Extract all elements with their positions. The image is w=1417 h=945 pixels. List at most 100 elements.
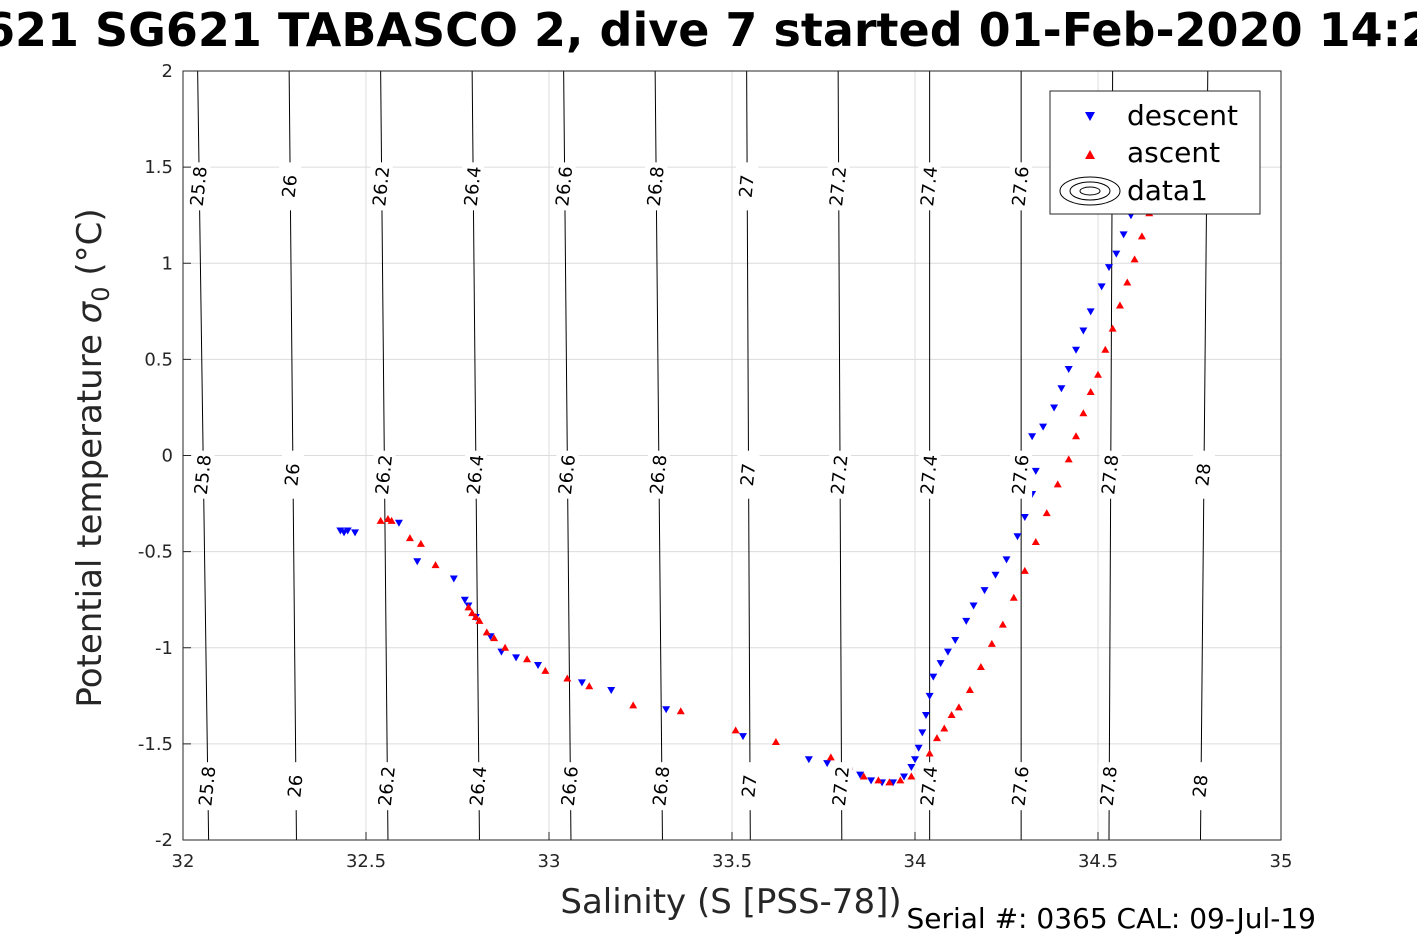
isopycnal-labels: 25.8 25.8 25.8 26 26 26 26.2 26.2 26.2 26.4 26.4 26… [187, 162, 1218, 811]
descent-point [823, 760, 832, 768]
ascent-point [1115, 301, 1124, 309]
isopycnal-label-bg [739, 762, 762, 811]
ascent-point [998, 620, 1007, 628]
isopycnal-label: 26.6 [555, 454, 580, 496]
ascent-point [405, 534, 414, 542]
footer-serial-cal: Serial #: 0365 CAL: 09-Jul-19 [906, 902, 1316, 935]
ascent-point [416, 539, 425, 547]
y-tick-label: -0.5 [138, 542, 173, 563]
descent-point [867, 777, 876, 785]
isopycnal-label-bg [647, 450, 670, 499]
isopycnal-label-bg [462, 162, 485, 211]
ascent-point [859, 772, 868, 780]
isopycnal-label-bg [736, 162, 759, 211]
ascent-point [501, 643, 510, 651]
isopycnal-label: 27.4 [917, 165, 942, 207]
isopycnal-label: 27.6 [1009, 454, 1034, 496]
isopycnal-label: 27.2 [829, 765, 854, 807]
ascent-point [1020, 566, 1029, 574]
chart-title: 621 SG621 TABASCO 2, dive 7 started 01-F… [0, 3, 1417, 57]
isopycnal-label-bg [918, 762, 941, 811]
isopycnal-label: 27 [738, 774, 761, 799]
legend-contour-icon [1059, 176, 1121, 206]
descent-point [1119, 231, 1128, 239]
ascent-point [1072, 432, 1081, 440]
legend: descent ascent data1 [1049, 90, 1261, 215]
isopycnal-label: 27.4 [917, 454, 942, 496]
descent-point [943, 648, 952, 656]
descent-point [980, 587, 989, 595]
descent-point [911, 756, 919, 764]
ascent-point [1064, 455, 1073, 463]
ascent-point [1123, 278, 1132, 286]
ascent-point [1130, 255, 1139, 263]
descent-point [449, 575, 458, 583]
isopycnal-label: 26.6 [558, 765, 583, 807]
ascent-point [629, 701, 638, 709]
descent-point [534, 662, 543, 670]
y-tick-label: -1 [155, 638, 173, 659]
ascent-point [954, 703, 963, 711]
ascent-point [585, 682, 594, 690]
isopycnal-label: 26.4 [466, 765, 491, 807]
legend-ascent-label: ascent [1127, 136, 1220, 169]
isopycnal-label-bg [281, 450, 304, 499]
x-tick-label: 33.5 [712, 851, 752, 872]
isopycnal-label-bg [559, 762, 582, 811]
isopycnal-label-bg [1192, 450, 1215, 499]
descent-point [1002, 556, 1011, 564]
isopycnal-label: 26.8 [644, 165, 669, 207]
legend-descent-label: descent [1127, 99, 1238, 132]
legend-ascent-marker [1085, 150, 1095, 159]
isopycnal-label-bg [1010, 762, 1033, 811]
isopycnal-label: 26.4 [461, 165, 486, 207]
descent-point [1050, 404, 1059, 412]
ascent-point [874, 776, 883, 784]
ascent-point [826, 753, 835, 761]
descent-point [1031, 467, 1040, 475]
ascent-point [1042, 509, 1051, 517]
ascent-point [976, 662, 985, 670]
isopycnal-label-bg [1189, 762, 1212, 811]
descent-point [907, 763, 916, 771]
isopycnal-label: 28 [1192, 462, 1215, 487]
isopycnal-label: 25.8 [191, 454, 216, 496]
descent-point [413, 558, 422, 566]
descent-point [1072, 346, 1081, 354]
descent-point [856, 771, 865, 779]
isopycnal-label: 27 [737, 462, 760, 487]
descent-point [460, 596, 469, 604]
isopycnal-label: 26.2 [369, 165, 394, 207]
y-tick-label: 0.5 [144, 349, 173, 370]
ascent-point [1053, 480, 1062, 488]
isopycnal-label-bg [829, 450, 852, 499]
descent-point [962, 617, 971, 625]
ascent-point [387, 516, 396, 524]
isopycnal-label-bg [827, 162, 850, 211]
ascent-point [940, 724, 949, 732]
isopycnal-label-bg [830, 762, 853, 811]
descent-point [607, 687, 616, 695]
isopycnal-label-bg [918, 162, 941, 211]
isopycnal-label-bg [737, 450, 760, 499]
isopycnal-label: 26 [279, 174, 302, 199]
ascent-point [987, 639, 996, 647]
descent-point [394, 519, 403, 527]
descent-point [1057, 385, 1066, 393]
isopycnal-label-bg [918, 450, 941, 499]
ascent-point [563, 674, 572, 682]
ascent-point [1009, 593, 1018, 601]
ascent-point [1137, 232, 1146, 240]
ascent-point [1086, 388, 1095, 396]
descent-point [662, 706, 671, 714]
y-axis-label: Potential temperature σ0 (°C) [70, 208, 115, 707]
isopycnal-label: 27.8 [1097, 765, 1122, 807]
isopycnal-label-bg [192, 450, 215, 499]
isopycnal-label-bg [196, 762, 219, 811]
isopycnal-label: 27.6 [1009, 765, 1034, 807]
descent-point [1086, 308, 1095, 316]
isopycnal-label-bg [645, 162, 668, 211]
ascent-point [523, 655, 532, 663]
ascent-point [468, 609, 477, 617]
